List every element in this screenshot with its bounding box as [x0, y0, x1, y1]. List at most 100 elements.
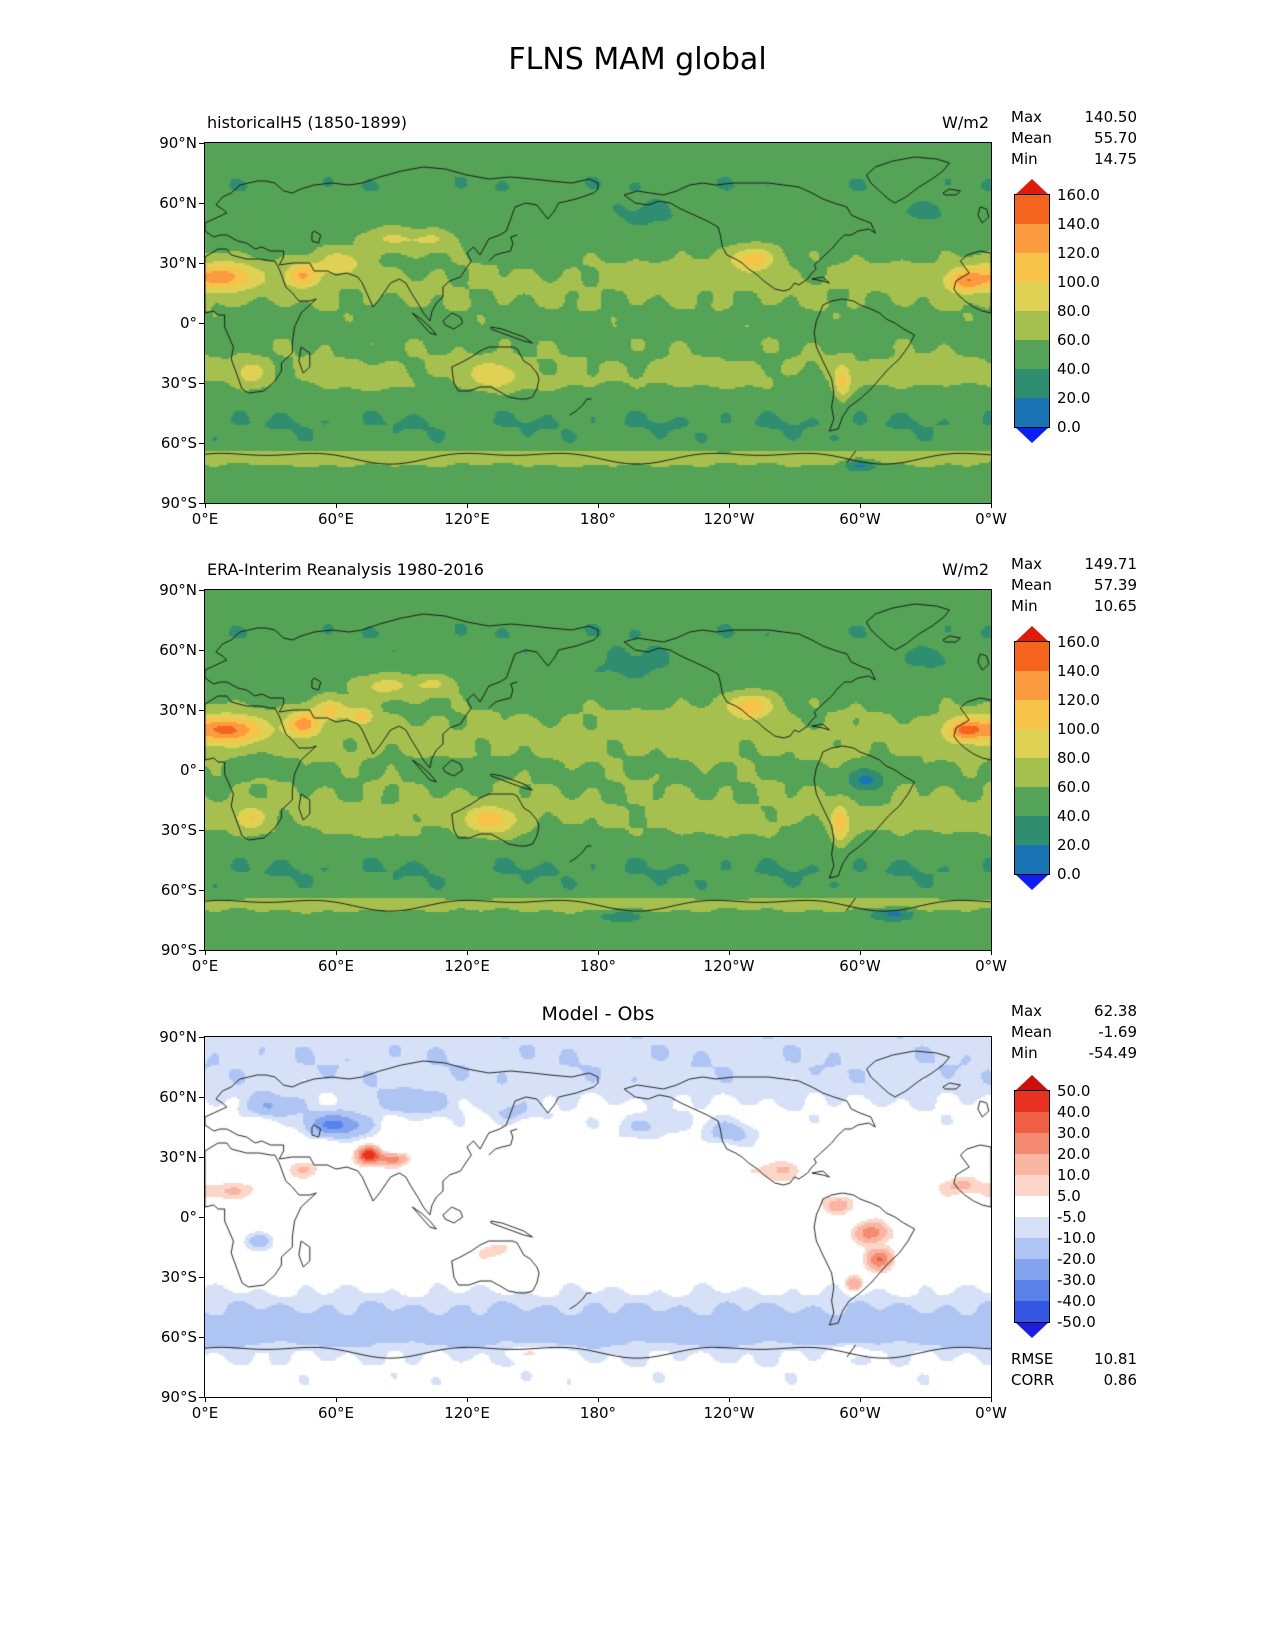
x-axis-tick	[991, 503, 992, 508]
panel-historical: historicalH5 (1850-1899) W/m2 Max 140.50 …	[159, 108, 1137, 528]
x-axis-tick	[205, 1397, 206, 1402]
panel-model-minus-obs: Model - Obs Max 62.38 Mean -1.69 Min -54.49…	[159, 1002, 1137, 1422]
x-tick-label: 120°W	[703, 1404, 755, 1422]
colorbar-segment	[1015, 1133, 1049, 1154]
colorbar-tick-label: 0.0	[1057, 865, 1081, 883]
x-tick-label: 120°W	[703, 957, 755, 975]
stat-max: Max 62.38	[1011, 1001, 1137, 1022]
y-axis-tick	[199, 950, 204, 951]
colorbar-tick-label: -50.0	[1057, 1313, 1096, 1331]
y-axis-tick	[199, 1097, 204, 1098]
y-tick-label: 30°N	[159, 254, 197, 272]
colorbar-segment	[1015, 845, 1049, 874]
y-tick-label: 60°S	[160, 434, 197, 452]
colorbar-segment	[1015, 1175, 1049, 1196]
stat-max-label: Max	[1011, 1002, 1043, 1020]
x-axis-tick	[860, 503, 861, 508]
stat-corr-label: CORR	[1011, 1371, 1055, 1389]
colorbar-tick-label: 50.0	[1057, 1082, 1091, 1100]
colorbar-segment	[1015, 1259, 1049, 1280]
stat-mean: Mean 55.70	[1011, 128, 1137, 149]
colorbar-tick-label: 60.0	[1057, 331, 1091, 349]
stat-min-value: 10.65	[1094, 597, 1137, 615]
colorbar-tick-label: 140.0	[1057, 215, 1100, 233]
stat-mean-value: 55.70	[1094, 129, 1137, 147]
colorbar-segment	[1015, 671, 1049, 700]
colorbar-tick-label: 40.0	[1057, 360, 1091, 378]
stat-corr: CORR 0.86	[1011, 1370, 1137, 1391]
y-tick-label: 30°N	[159, 701, 197, 719]
panel-title: Model - Obs	[541, 1003, 655, 1025]
units-label: W/m2	[942, 560, 989, 579]
y-tick-label: 30°S	[160, 1268, 197, 1286]
colorbar-tick-label: 0.0	[1057, 418, 1081, 436]
colorbar-tick-label: -40.0	[1057, 1292, 1096, 1310]
stats-block: Max 62.38 Mean -1.69 Min -54.49	[1011, 1001, 1137, 1064]
stat-max: Max 149.71	[1011, 554, 1137, 575]
colorbar-segment	[1015, 311, 1049, 340]
x-tick-label: 0°W	[975, 510, 1007, 528]
x-axis-tick	[336, 950, 337, 955]
x-tick-label: 60°W	[839, 957, 881, 975]
colorbar-arrow-bottom	[1015, 427, 1049, 443]
colorbar-tick-label: 20.0	[1057, 836, 1091, 854]
x-axis-tick	[860, 950, 861, 955]
stat-max-value: 62.38	[1094, 1002, 1137, 1020]
colorbar-segment	[1015, 758, 1049, 787]
x-tick-label: 120°E	[444, 1404, 490, 1422]
y-axis-tick	[199, 770, 204, 771]
colorbar-tick-label: 5.0	[1057, 1187, 1081, 1205]
stat-rmse-label: RMSE	[1011, 1350, 1054, 1368]
y-axis-tick	[199, 203, 204, 204]
colorbar-arrow-bottom	[1015, 874, 1049, 890]
x-axis-tick	[467, 950, 468, 955]
x-axis-tick	[729, 503, 730, 508]
figure-title: FLNS MAM global	[508, 42, 767, 77]
x-tick-label: 0°E	[191, 510, 219, 528]
y-axis-tick	[199, 710, 204, 711]
colorbar-tick-label: 80.0	[1057, 749, 1091, 767]
colorbar-segment	[1015, 816, 1049, 845]
x-tick-label: 120°E	[444, 510, 490, 528]
x-tick-label: 180°	[579, 957, 617, 975]
y-axis-tick	[199, 263, 204, 264]
colorbar-segment	[1015, 1280, 1049, 1301]
y-axis-tick	[199, 890, 204, 891]
x-axis-tick	[598, 950, 599, 955]
colorbar-tick-label: 20.0	[1057, 389, 1091, 407]
x-axis-tick	[991, 1397, 992, 1402]
stat-max-label: Max	[1011, 555, 1043, 573]
colorbar-tick-label: 60.0	[1057, 778, 1091, 796]
stat-min-value: 14.75	[1094, 150, 1137, 168]
panel-title: ERA-Interim Reanalysis 1980-2016	[207, 560, 484, 579]
colorbar-tick-label: -5.0	[1057, 1208, 1087, 1226]
colorbar-segments	[1014, 1090, 1050, 1323]
colorbar-segment	[1015, 253, 1049, 282]
colorbar-arrow-top	[1015, 179, 1049, 195]
colorbar-tick-label: 10.0	[1057, 1166, 1091, 1184]
y-axis-tick	[199, 830, 204, 831]
y-axis-tick	[199, 323, 204, 324]
y-tick-label: 30°S	[160, 821, 197, 839]
colorbar-segment	[1015, 729, 1049, 758]
colorbar-segments	[1014, 641, 1050, 875]
y-tick-label: 0°	[179, 761, 197, 779]
stat-min: Min 14.75	[1011, 149, 1137, 170]
x-axis-tick	[336, 1397, 337, 1402]
x-axis-tick	[205, 503, 206, 508]
colorbar-tick-label: 40.0	[1057, 1103, 1091, 1121]
stats-block: Max 140.50 Mean 55.70 Min 14.75	[1011, 107, 1137, 170]
colorbar-segment	[1015, 1196, 1049, 1217]
colorbar-tick-label: 160.0	[1057, 186, 1100, 204]
x-tick-label: 120°W	[703, 510, 755, 528]
x-tick-label: 120°E	[444, 957, 490, 975]
colorbar-segment	[1015, 1112, 1049, 1133]
stat-mean-value: 57.39	[1094, 576, 1137, 594]
y-tick-label: 60°N	[159, 641, 197, 659]
colorbar-tick-label: 30.0	[1057, 1124, 1091, 1142]
y-axis-tick	[199, 383, 204, 384]
stat-mean-label: Mean	[1011, 576, 1052, 594]
y-tick-label: 90°N	[159, 581, 197, 599]
y-axis-tick	[199, 1037, 204, 1038]
